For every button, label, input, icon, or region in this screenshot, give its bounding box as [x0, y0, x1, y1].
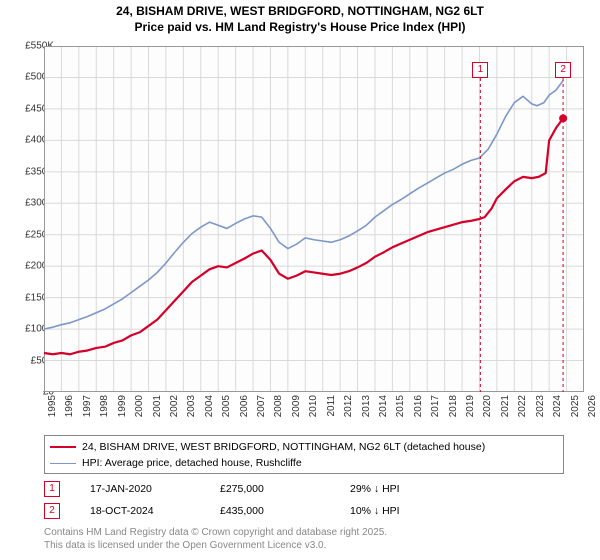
- x-tick-label: 2021: [500, 395, 511, 425]
- x-tick-label: 2022: [517, 395, 528, 425]
- x-tick-label: 2005: [221, 395, 232, 425]
- legend-label: HPI: Average price, detached house, Rush…: [82, 456, 302, 471]
- x-tick-label: 2024: [552, 395, 563, 425]
- x-tick-label: 2004: [204, 395, 215, 425]
- marker-delta: 10% ↓ HPI: [350, 505, 480, 517]
- marker-badge: 2: [44, 503, 60, 519]
- x-tick-label: 2010: [308, 395, 319, 425]
- x-tick-label: 1997: [82, 395, 93, 425]
- legend-swatch: [50, 463, 76, 464]
- x-tick-label: 2013: [361, 395, 372, 425]
- x-tick-label: 2001: [152, 395, 163, 425]
- chart-container: 24, BISHAM DRIVE, WEST BRIDGFORD, NOTTIN…: [0, 0, 600, 560]
- series-price_paid: [44, 118, 563, 354]
- series-hpi: [44, 81, 563, 329]
- x-tick-label: 2000: [134, 395, 145, 425]
- x-tick-label: 1996: [64, 395, 75, 425]
- marker-table: 1 17-JAN-2020£275,00029% ↓ HPI 2 18-OCT-202…: [44, 478, 564, 522]
- footer: Contains HM Land Registry data © Crown c…: [44, 526, 387, 552]
- legend-swatch: [50, 446, 76, 448]
- x-tick-label: 1999: [117, 395, 128, 425]
- plot-svg: [44, 46, 584, 392]
- x-tick-label: 2015: [395, 395, 406, 425]
- x-tick-label: 2018: [448, 395, 459, 425]
- marker-date: 17-JAN-2020: [90, 483, 220, 495]
- footer-line2: This data is licensed under the Open Gov…: [44, 539, 387, 552]
- legend-row: 24, BISHAM DRIVE, WEST BRIDGFORD, NOTTIN…: [50, 440, 558, 455]
- marker-price: £435,000: [220, 505, 350, 517]
- x-tick-label: 2009: [291, 395, 302, 425]
- title-line1: 24, BISHAM DRIVE, WEST BRIDGFORD, NOTTIN…: [0, 4, 600, 20]
- x-tick-label: 2025: [570, 395, 581, 425]
- x-tick-label: 2016: [413, 395, 424, 425]
- x-tick-label: 2017: [430, 395, 441, 425]
- x-tick-label: 1998: [99, 395, 110, 425]
- x-tick-label: 2002: [169, 395, 180, 425]
- title-line2: Price paid vs. HM Land Registry's House …: [0, 20, 600, 36]
- x-tick-label: 2011: [326, 395, 337, 425]
- marker-date: 18-OCT-2024: [90, 505, 220, 517]
- legend-row: HPI: Average price, detached house, Rush…: [50, 456, 558, 471]
- marker-delta: 29% ↓ HPI: [350, 483, 480, 495]
- marker-row: 1 17-JAN-2020£275,00029% ↓ HPI: [44, 478, 564, 500]
- chart-marker-2: 2: [555, 62, 571, 78]
- x-tick-label: 2007: [256, 395, 267, 425]
- legend-box: 24, BISHAM DRIVE, WEST BRIDGFORD, NOTTIN…: [44, 435, 564, 474]
- x-tick-label: 2006: [239, 395, 250, 425]
- x-tick-label: 2023: [535, 395, 546, 425]
- chart-marker-1: 1: [472, 62, 488, 78]
- x-tick-label: 2008: [273, 395, 284, 425]
- x-tick-label: 1995: [47, 395, 58, 425]
- chart-area: 12: [44, 46, 584, 392]
- x-tick-label: 2003: [186, 395, 197, 425]
- x-tick-label: 2019: [465, 395, 476, 425]
- marker-price: £275,000: [220, 483, 350, 495]
- marker-row: 2 18-OCT-2024£435,00010% ↓ HPI: [44, 500, 564, 522]
- x-tick-label: 2020: [482, 395, 493, 425]
- footer-line1: Contains HM Land Registry data © Crown c…: [44, 526, 387, 539]
- marker-badge: 1: [44, 481, 60, 497]
- x-tick-label: 2014: [378, 395, 389, 425]
- x-tick-label: 2012: [343, 395, 354, 425]
- title-block: 24, BISHAM DRIVE, WEST BRIDGFORD, NOTTIN…: [0, 0, 600, 35]
- x-tick-label: 2026: [587, 395, 598, 425]
- legend-label: 24, BISHAM DRIVE, WEST BRIDGFORD, NOTTIN…: [82, 440, 485, 455]
